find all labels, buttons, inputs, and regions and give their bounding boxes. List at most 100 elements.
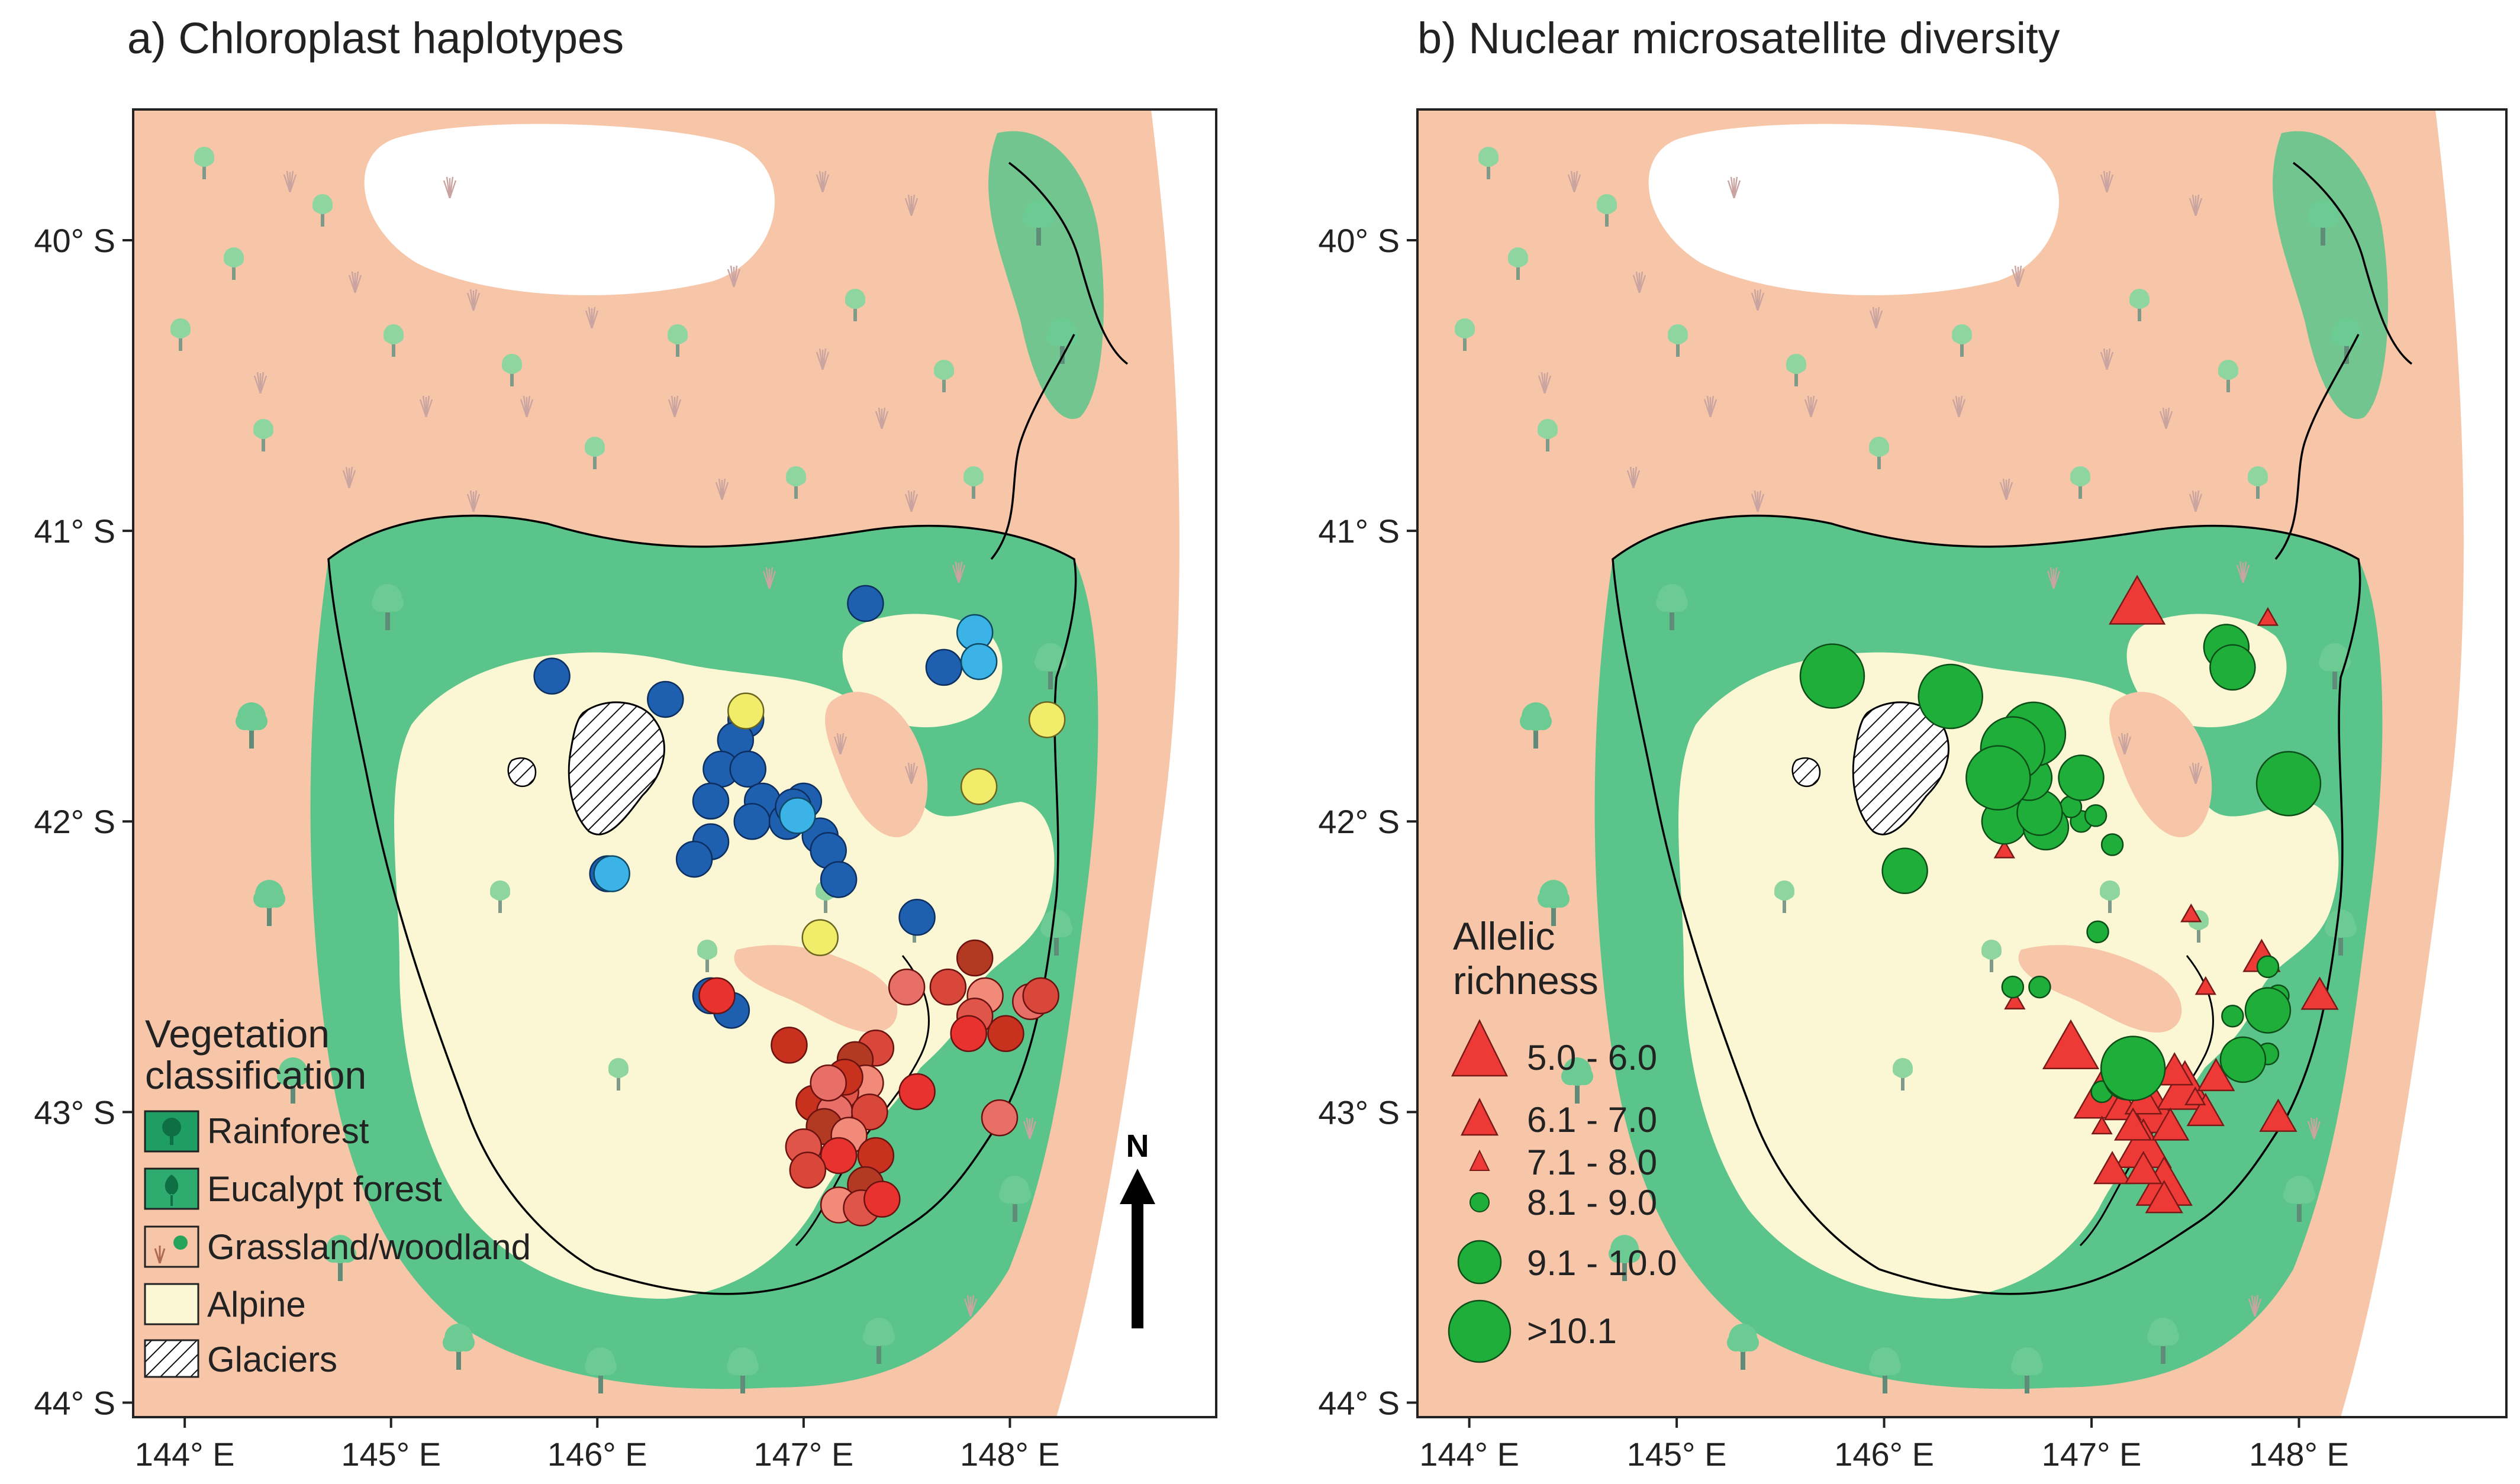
richness-triangle-marker: [2145, 1180, 2183, 1214]
richness-triangle-marker: [2180, 903, 2202, 922]
haplotype-site-marker: [647, 680, 684, 718]
richness-circle-marker: [2100, 833, 2124, 856]
haplotype-site-marker: [771, 1027, 808, 1064]
legend-label-alpine: Alpine: [207, 1285, 306, 1324]
richness-triangle-marker: [2124, 1151, 2163, 1185]
haplotype-site-marker: [960, 768, 998, 805]
panel-a-sites: [533, 585, 1066, 1227]
lon-tick-label: 146° E: [1834, 1435, 1934, 1473]
lon-tick-label: 148° E: [960, 1435, 1060, 1473]
lat-tick-label: 40° S: [34, 222, 115, 259]
richness-circle-marker: [1881, 847, 1928, 894]
richness-triangle-marker: [2197, 1057, 2235, 1092]
haplotype-site-marker: [1028, 701, 1066, 738]
richness-circle-marker: [2028, 975, 2051, 999]
richness-circle-marker: [2100, 1035, 2166, 1101]
legend-item-grassland: Grassland/woodland: [144, 1225, 531, 1268]
lon-tick-label: 145° E: [1627, 1435, 1727, 1473]
richness-circle-marker: [1965, 745, 2031, 811]
rainforest-trunk-icon: [170, 1133, 173, 1145]
lon-tick-label: 147° E: [2042, 1435, 2142, 1473]
richness-circle-marker: [2256, 955, 2280, 979]
richness-triangle-marker: [2194, 976, 2216, 995]
legend-label-rainforest: Rainforest: [207, 1111, 369, 1151]
richness-circle-marker: [2244, 987, 2292, 1034]
legend-label-grassland: Grassland/woodland: [207, 1227, 531, 1267]
lon-tick-label: 144° E: [135, 1435, 235, 1473]
richness-triangle-marker: [2004, 991, 2026, 1009]
legend-title-line2: classification: [145, 1053, 366, 1097]
lon-tick-label: 146° E: [547, 1435, 647, 1473]
haplotype-site-marker: [987, 1015, 1024, 1052]
grassland-tree-icon: [173, 1235, 188, 1250]
haplotype-site-marker: [779, 797, 816, 834]
haplotype-site-marker: [692, 782, 730, 820]
legend-item-5-6: 5.0 - 6.0: [1451, 1019, 1657, 1077]
richness-triangle-marker: [1993, 839, 2016, 859]
richness-triangle-marker: [2108, 575, 2166, 625]
alpine-swatch: [144, 1283, 199, 1325]
lon-tick-label: 144° E: [1419, 1435, 1519, 1473]
panel-b-axes: 40° S 41° S 42° S 43° S 44° S 144° E 145° E 146…: [1318, 222, 2348, 1473]
legend-label-glaciers: Glaciers: [207, 1340, 337, 1379]
panel-a: a) Chloroplast haplotypes 40° S 41° S 42° …: [34, 14, 1217, 1473]
circle-large-icon: [1448, 1299, 1512, 1363]
legend-label-eucalypt: Eucalypt forest: [207, 1169, 442, 1209]
panel-a-frame: [132, 108, 1217, 1418]
haplotype-site-marker: [733, 802, 771, 840]
richness-triangle-marker: [2186, 1092, 2225, 1127]
north-arrow-icon: [1120, 1169, 1155, 1328]
panel-b-sites: [1799, 575, 2339, 1214]
lon-tick-label: 148° E: [2249, 1435, 2349, 1473]
north-arrow: N: [1120, 1128, 1155, 1328]
richness-circle-marker: [2209, 644, 2256, 691]
richness-legend: Allelic richness 5.0 - 6.0 6.1 - 7.0 7.1…: [1448, 914, 1677, 1363]
richness-triangle-marker: [2259, 1098, 2297, 1132]
lat-tick-label: 40° S: [1318, 222, 1400, 259]
richness-circle-marker: [2219, 1036, 2267, 1083]
haplotype-site-marker: [729, 750, 766, 788]
triangle-small-icon: [1469, 1149, 1490, 1171]
circle-small-icon: [1470, 1192, 1490, 1212]
grassland-swatch: [144, 1225, 199, 1268]
legend-label-8-9: 8.1 - 9.0: [1527, 1183, 1657, 1222]
richness-circle-marker: [2001, 975, 2025, 999]
lat-tick-label: 44° S: [34, 1384, 115, 1421]
richness-circle-marker: [2086, 920, 2109, 944]
legend-label-9-10: 9.1 - 10.0: [1527, 1243, 1677, 1283]
legend-item-8-9: 8.1 - 9.0: [1470, 1183, 1657, 1222]
legend-item-6-7: 6.1 - 7.0: [1460, 1098, 1657, 1140]
grassland-grass-icon: [154, 1246, 166, 1264]
legend-title-line1: Vegetation: [145, 1012, 330, 1056]
richness-triangle-marker: [2093, 1151, 2132, 1185]
haplotype-site-marker: [675, 840, 713, 878]
legend-item-glaciers: Glaciers: [144, 1339, 337, 1379]
haplotype-site-marker: [820, 861, 858, 898]
lat-tick-label: 42° S: [34, 803, 115, 840]
haplotype-site-marker: [533, 657, 571, 695]
haplotype-site-marker: [898, 899, 936, 936]
haplotype-site-marker: [929, 968, 967, 1006]
glaciers-swatch: [144, 1339, 199, 1378]
richness-circle-marker: [2084, 804, 2107, 827]
haplotype-site-marker: [698, 977, 736, 1015]
haplotype-site-marker: [847, 585, 884, 622]
legend-label-7-8: 7.1 - 8.0: [1527, 1143, 1657, 1182]
richness-title-line1: Allelic: [1453, 914, 1555, 958]
haplotype-site-marker: [820, 1137, 858, 1175]
richness-circle-marker: [2221, 1005, 2244, 1028]
richness-circle-marker: [2058, 754, 2105, 801]
richness-triangle-marker: [2257, 606, 2279, 626]
lat-tick-label: 42° S: [1318, 803, 1400, 840]
legend-item-alpine: Alpine: [144, 1283, 306, 1325]
legend-item-9-10: 9.1 - 10.0: [1457, 1240, 1677, 1285]
legend-item-10plus: >10.1: [1448, 1299, 1617, 1363]
lat-tick-label: 43° S: [34, 1093, 115, 1131]
richness-triangle-marker: [2113, 1107, 2152, 1141]
panel-a-title: a) Chloroplast haplotypes: [127, 14, 624, 63]
haplotype-site-marker: [801, 919, 839, 956]
richness-title-line2: richness: [1453, 959, 1599, 1002]
lat-tick-label: 43° S: [1318, 1093, 1400, 1131]
haplotype-site-marker: [956, 939, 994, 977]
